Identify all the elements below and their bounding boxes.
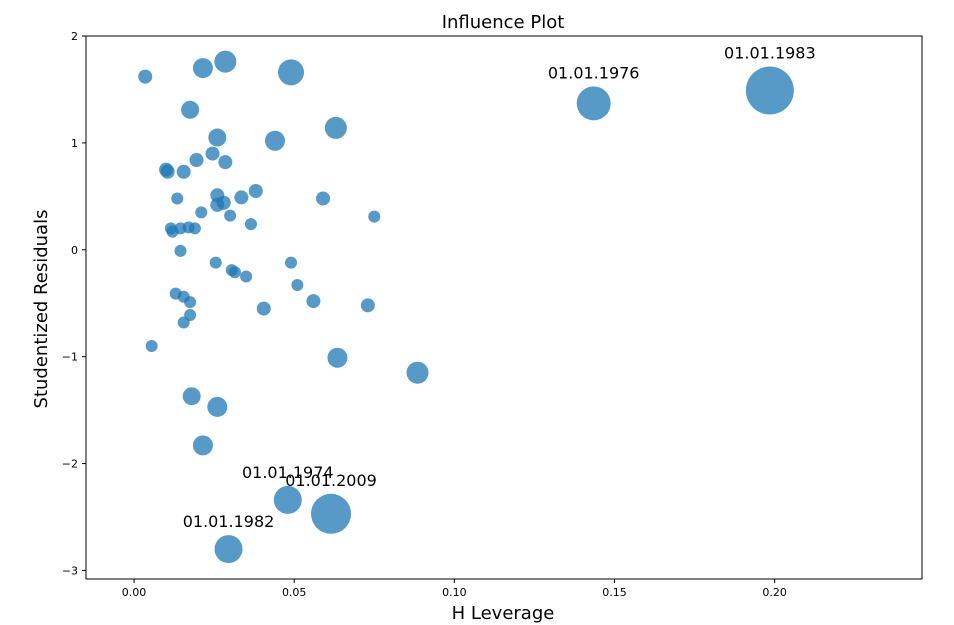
data-point [244, 218, 257, 231]
data-point [406, 361, 429, 384]
point-annotation: 01.01.1983 [724, 44, 816, 63]
data-point [138, 69, 153, 84]
data-point [576, 86, 611, 121]
data-point [205, 146, 220, 161]
point-annotation: 01.01.1982 [183, 512, 275, 531]
y-axis-label: Studentized Residuals [31, 210, 52, 409]
data-point [324, 116, 347, 139]
data-point [218, 155, 233, 170]
data-point [284, 256, 297, 269]
scatter-points [138, 50, 794, 564]
data-point [228, 266, 241, 279]
data-point [248, 183, 263, 198]
x-axis-label: H Leverage [452, 603, 555, 624]
data-point [208, 128, 227, 147]
y-tick-label: −1 [62, 351, 78, 364]
data-point [160, 164, 175, 179]
data-point [207, 396, 228, 417]
data-point [327, 347, 348, 368]
y-tick-label: −2 [62, 458, 78, 471]
point-annotations: 01.01.1976 01.01.1983 01.01.197401.01.2009… [183, 44, 816, 532]
data-point [214, 535, 243, 564]
data-point [174, 244, 187, 257]
y-tick-label: 1 [71, 137, 78, 150]
data-point [182, 387, 201, 406]
x-tick-label: 0.05 [282, 586, 307, 599]
data-point [360, 298, 375, 313]
data-point [368, 210, 381, 223]
data-point [171, 192, 184, 205]
data-point [176, 164, 191, 179]
data-point [192, 58, 213, 79]
point-annotation: 01.01.1976 [548, 63, 640, 82]
point-annotation: 01.01.1974 [242, 463, 334, 482]
axis-ticks: 0.00 0.05 0.10 0.15 0.20 −3 −2 −1 0 1 2 [62, 30, 787, 599]
data-point [277, 59, 304, 86]
data-point [195, 206, 208, 219]
data-point [316, 191, 331, 206]
data-point [181, 100, 200, 119]
data-point [209, 256, 222, 269]
data-point [177, 316, 190, 329]
point-annotation: 01.01.2009 [285, 471, 377, 490]
y-tick-label: 2 [71, 30, 78, 43]
x-tick-label: 0.20 [762, 586, 787, 599]
data-point [214, 50, 237, 73]
data-point [291, 279, 304, 292]
data-point [256, 301, 271, 316]
data-point [745, 66, 794, 115]
data-point [224, 209, 237, 222]
data-point [273, 485, 302, 514]
data-point [240, 270, 253, 283]
data-point [264, 130, 285, 151]
x-tick-label: 0.10 [442, 586, 467, 599]
data-point [145, 339, 158, 352]
data-point [192, 435, 213, 456]
x-tick-label: 0.15 [602, 586, 627, 599]
data-point [311, 493, 352, 534]
data-point [188, 222, 201, 235]
plot-frame [85, 35, 923, 580]
y-tick-label: −3 [62, 564, 78, 577]
data-point [184, 296, 197, 309]
data-point [189, 152, 204, 167]
data-point [306, 294, 321, 309]
x-tick-label: 0.00 [122, 586, 147, 599]
y-tick-label: 0 [71, 244, 78, 257]
data-point [216, 195, 231, 210]
chart-title: Influence Plot [442, 12, 565, 33]
data-point [234, 190, 249, 205]
